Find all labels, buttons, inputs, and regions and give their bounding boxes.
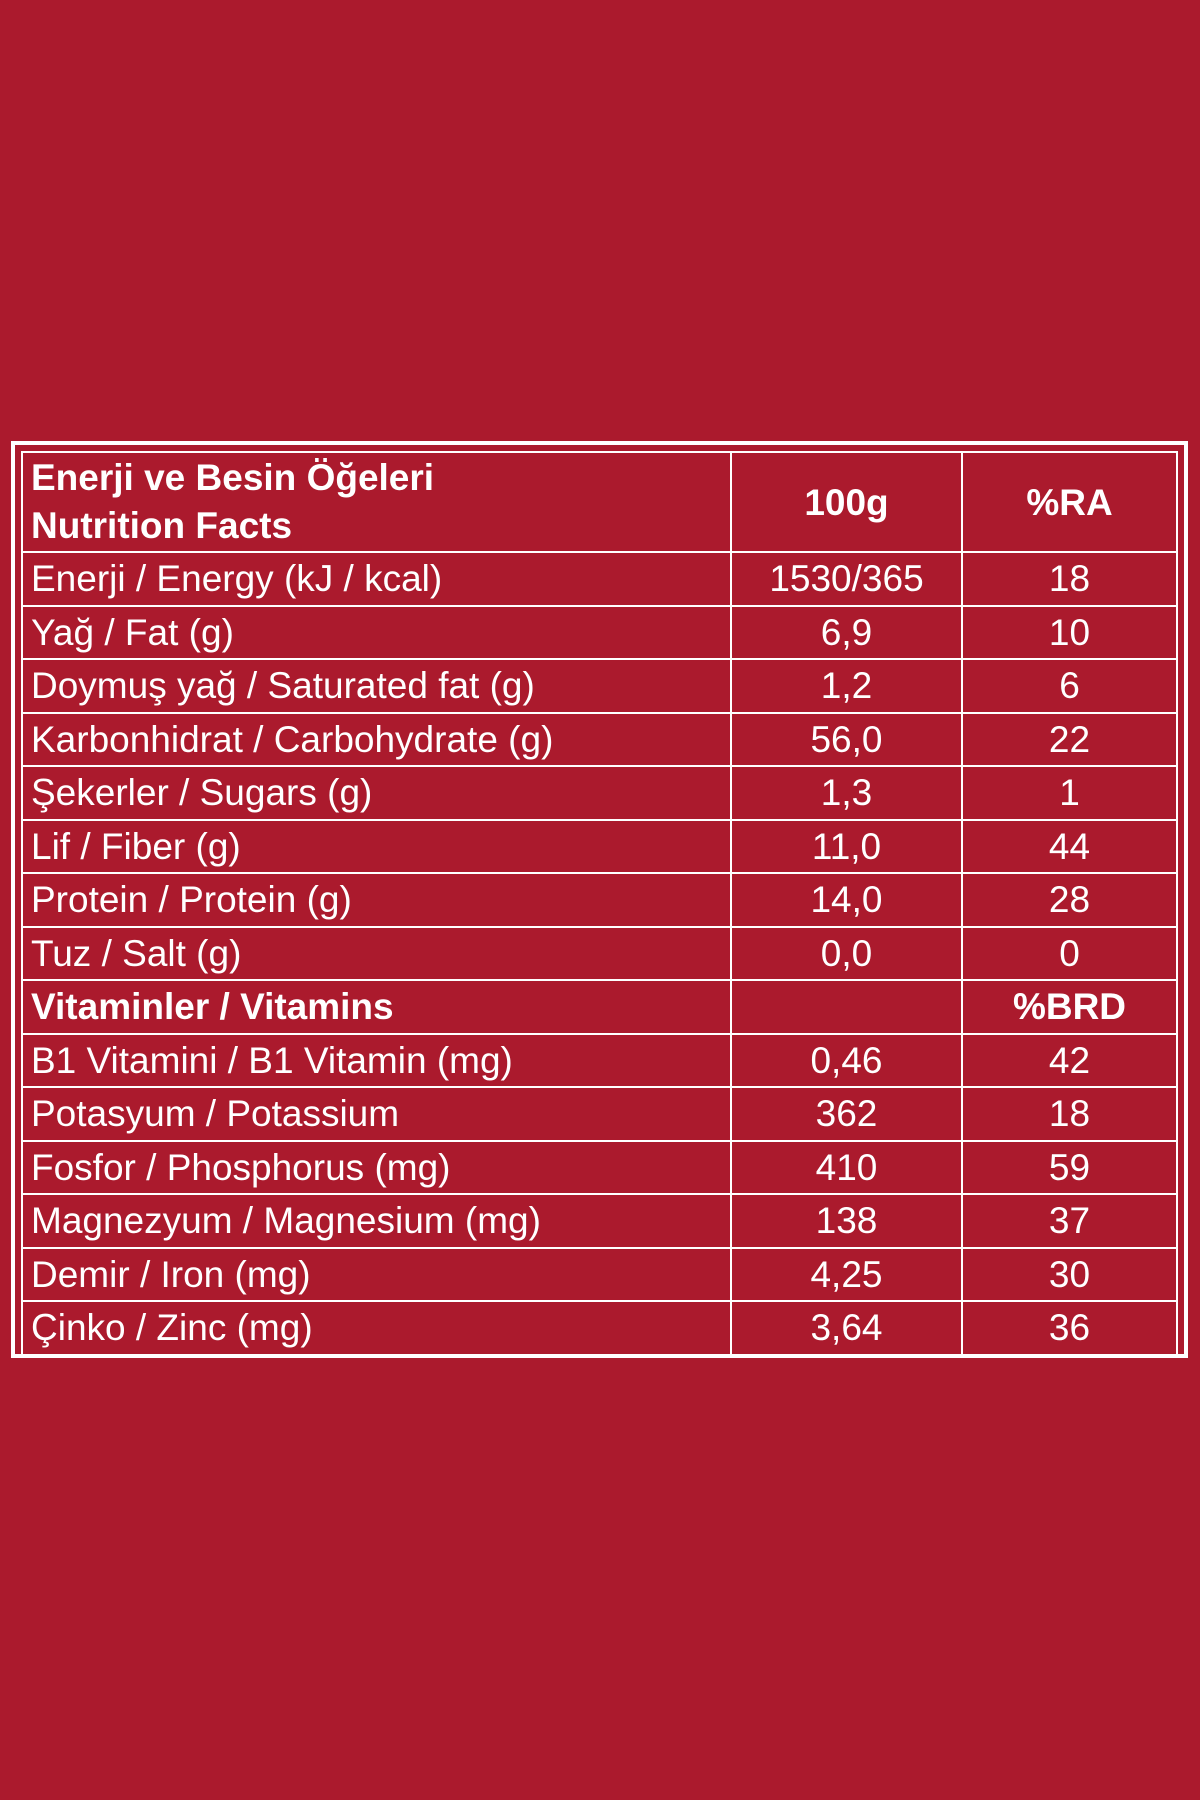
row-ra: 18 [961,551,1178,607]
table-row-protein: Protein / Protein (g) 14,0 28 [21,872,1178,928]
row-ra: 59 [961,1139,1178,1195]
header-amount: 100g [730,451,963,553]
table-row-b1-vitamin: B1 Vitamini / B1 Vitamin (mg) 0,46 42 [21,1032,1178,1088]
row-ra: 22 [961,711,1178,767]
row-label: Yağ / Fat (g) [21,604,732,660]
table-row-carbohydrate: Karbonhidrat / Carbohydrate (g) 56,0 22 [21,711,1178,767]
row-label: Doymuş yağ / Saturated fat (g) [21,658,732,714]
nutrition-table: Enerji ve Besin Öğeleri Nutrition Facts … [21,451,1178,1356]
row-amount: 410 [730,1139,963,1195]
row-amount: 1,3 [730,765,963,821]
table-row-sugars: Şekerler / Sugars (g) 1,3 1 [21,765,1178,821]
row-amount: 1,2 [730,658,963,714]
vitamins-header-amount [730,979,963,1035]
row-label: Protein / Protein (g) [21,872,732,928]
row-label: Magnezyum / Magnesium (mg) [21,1193,732,1249]
header-title-cell: Enerji ve Besin Öğeleri Nutrition Facts [21,451,732,553]
row-ra: 18 [961,1086,1178,1142]
row-amount: 11,0 [730,818,963,874]
table-row-iron: Demir / Iron (mg) 4,25 30 [21,1246,1178,1302]
row-ra: 36 [961,1300,1178,1356]
table-row-saturated-fat: Doymuş yağ / Saturated fat (g) 1,2 6 [21,658,1178,714]
vitamins-header-ra: %BRD [961,979,1178,1035]
row-label: B1 Vitamini / B1 Vitamin (mg) [21,1032,732,1088]
row-amount: 1530/365 [730,551,963,607]
vitamins-header-row: Vitaminler / Vitamins %BRD [21,979,1178,1035]
row-ra: 42 [961,1032,1178,1088]
row-label: Enerji / Energy (kJ / kcal) [21,551,732,607]
row-amount: 4,25 [730,1246,963,1302]
row-amount: 56,0 [730,711,963,767]
row-amount: 14,0 [730,872,963,928]
table-row-potassium: Potasyum / Potassium 362 18 [21,1086,1178,1142]
row-amount: 362 [730,1086,963,1142]
row-ra: 10 [961,604,1178,660]
row-label: Karbonhidrat / Carbohydrate (g) [21,711,732,767]
row-amount: 0,46 [730,1032,963,1088]
table-row-energy: Enerji / Energy (kJ / kcal) 1530/365 18 [21,551,1178,607]
table-row-fat: Yağ / Fat (g) 6,9 10 [21,604,1178,660]
row-ra: 28 [961,872,1178,928]
row-label: Lif / Fiber (g) [21,818,732,874]
vitamins-header-label: Vitaminler / Vitamins [21,979,732,1035]
row-label: Şekerler / Sugars (g) [21,765,732,821]
row-label: Potasyum / Potassium [21,1086,732,1142]
row-amount: 6,9 [730,604,963,660]
row-label: Tuz / Salt (g) [21,925,732,981]
row-amount: 138 [730,1193,963,1249]
table-row-zinc: Çinko / Zinc (mg) 3,64 36 [21,1300,1178,1356]
table-header-row: Enerji ve Besin Öğeleri Nutrition Facts … [21,451,1178,553]
header-title-en: Nutrition Facts [31,505,293,546]
table-row-magnesium: Magnezyum / Magnesium (mg) 138 37 [21,1193,1178,1249]
table-row-phosphorus: Fosfor / Phosphorus (mg) 410 59 [21,1139,1178,1195]
row-ra: 1 [961,765,1178,821]
table-row-fiber: Lif / Fiber (g) 11,0 44 [21,818,1178,874]
row-label: Fosfor / Phosphorus (mg) [21,1139,732,1195]
row-ra: 37 [961,1193,1178,1249]
row-amount: 0,0 [730,925,963,981]
row-ra: 6 [961,658,1178,714]
row-label: Demir / Iron (mg) [21,1246,732,1302]
row-ra: 30 [961,1246,1178,1302]
row-ra: 44 [961,818,1178,874]
row-label: Çinko / Zinc (mg) [21,1300,732,1356]
nutrition-panel: Enerji ve Besin Öğeleri Nutrition Facts … [11,441,1188,1358]
row-ra: 0 [961,925,1178,981]
header-ra: %RA [961,451,1178,553]
header-title-tr: Enerji ve Besin Öğeleri [31,456,435,498]
table-row-salt: Tuz / Salt (g) 0,0 0 [21,925,1178,981]
row-amount: 3,64 [730,1300,963,1356]
